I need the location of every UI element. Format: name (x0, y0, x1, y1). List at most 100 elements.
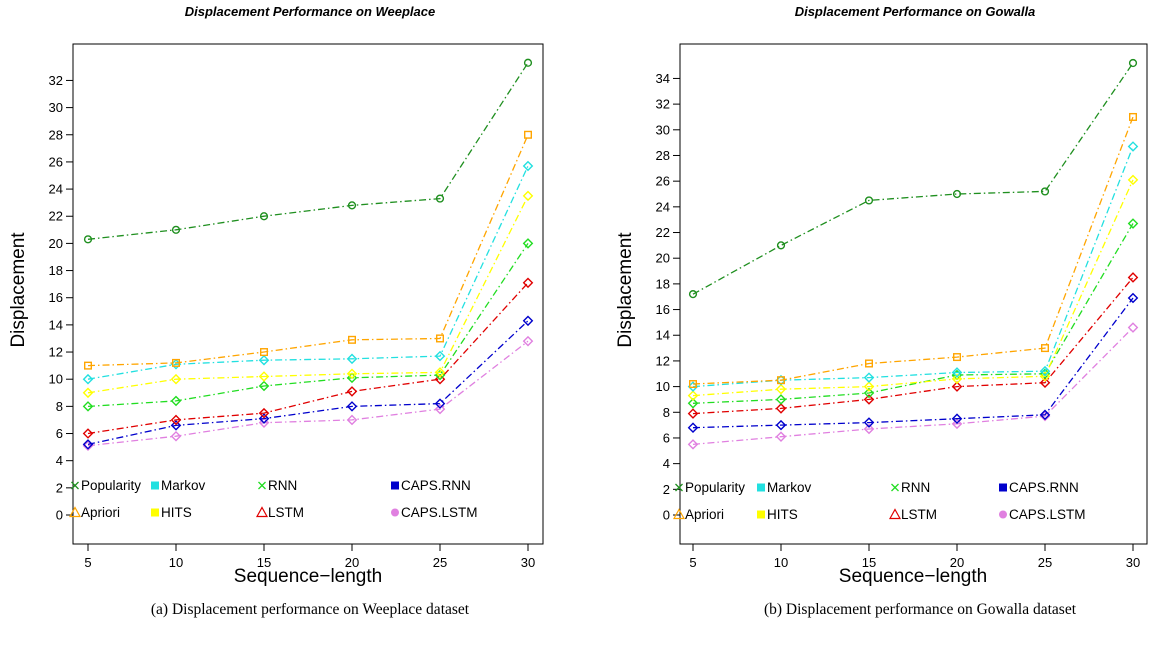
gowalla-figure-caption: (b) Displacement performance on Gowalla … (764, 601, 1077, 618)
gowalla-y-tick-label: 14 (656, 328, 670, 343)
weeplace-point-apriori (83, 361, 92, 370)
gowalla-point-rnn (775, 394, 787, 405)
gowalla-y-tick-label: 16 (656, 302, 670, 317)
weeplace-point-popularity (259, 212, 269, 221)
weeplace-point-caps-rnn (346, 401, 358, 412)
gowalla-point-caps-rnn (863, 417, 875, 428)
weeplace-point-hits (82, 387, 94, 399)
weeplace-point-caps-rnn (258, 413, 270, 424)
weeplace-point-rnn (522, 238, 534, 249)
weeplace-legend-swatch-popularity (71, 481, 79, 490)
gowalla-point-caps-lstm (687, 439, 699, 450)
weeplace-chart-title: Displacement Performance on Weeplace (185, 4, 435, 19)
gowalla-point-rnn (1127, 218, 1139, 229)
weeplace-legend-swatch-apriori (68, 506, 82, 518)
weeplace-point-markov (522, 160, 534, 172)
gowalla-series-line-popularity (692, 62, 1134, 295)
weeplace-series-line-popularity (87, 62, 529, 240)
gowalla-x-tick-label: 30 (1126, 555, 1140, 570)
weeplace-legend-swatch-markov (151, 481, 159, 490)
weeplace-point-hits (346, 368, 358, 380)
gowalla-point-hits (687, 390, 699, 401)
gowalla-point-apriori (1128, 112, 1137, 121)
weeplace-chart-panel: Displacement Performance on Weeplace0246… (8, 4, 544, 618)
gowalla-y-tick-label: 32 (656, 97, 670, 112)
weeplace-point-caps-lstm (346, 414, 358, 426)
gowalla-point-markov (1039, 365, 1051, 377)
weeplace-legend-swatch-rnn (258, 481, 266, 490)
weeplace-point-markov (346, 353, 358, 365)
gowalla-point-hits (951, 373, 963, 385)
gowalla-y-tick-label: 24 (656, 199, 670, 214)
gowalla-y-tick-label: 30 (656, 122, 670, 137)
gowalla-point-popularity (776, 241, 786, 250)
gowalla-legend-label-caps-rnn: CAPS.RNN (1009, 480, 1079, 495)
gowalla-point-markov (863, 372, 875, 383)
weeplace-x-tick-label: 30 (521, 555, 535, 570)
gowalla-point-lstm (1127, 272, 1139, 283)
gowalla-point-popularity (864, 196, 874, 205)
gowalla-y-tick-label: 4 (663, 456, 670, 471)
weeplace-x-tick-label: 20 (345, 555, 359, 570)
gowalla-y-tick-label: 22 (656, 225, 670, 240)
gowalla-legend-label-lstm: LSTM (901, 507, 937, 522)
weeplace-point-lstm (522, 277, 534, 289)
gowalla-series-line-markov (692, 146, 1134, 388)
gowalla-point-caps-rnn (1127, 292, 1139, 304)
gowalla-legend-swatch-lstm (888, 508, 902, 520)
weeplace-point-rnn (170, 395, 182, 407)
gowalla-series-line-caps-rnn (692, 297, 1134, 429)
weeplace-x-axis-label: Sequence−length (234, 566, 382, 587)
gowalla-point-lstm (1039, 377, 1051, 389)
weeplace-y-tick-label: 2 (56, 480, 63, 495)
gowalla-series-line-hits (692, 179, 1134, 397)
gowalla-point-markov (1127, 141, 1139, 152)
gowalla-point-popularity (1128, 58, 1138, 68)
weeplace-y-tick-label: 22 (49, 209, 63, 224)
gowalla-y-tick-label: 12 (656, 353, 670, 368)
weeplace-plot-frame (72, 43, 544, 545)
gowalla-point-hits (775, 383, 787, 395)
weeplace-point-lstm (170, 414, 182, 426)
weeplace-point-hits (434, 367, 446, 378)
gowalla-y-tick-label: 20 (656, 251, 670, 266)
weeplace-y-tick-label: 26 (49, 154, 63, 169)
gowalla-legend-swatch-popularity (675, 483, 683, 492)
gowalla-y-tick-label: 28 (656, 148, 670, 163)
gowalla-y-tick-label: 26 (656, 174, 670, 189)
weeplace-x-tick-label: 25 (433, 555, 447, 570)
weeplace-series-line-hits (87, 195, 529, 394)
gowalla-point-markov (951, 367, 963, 378)
weeplace-point-hits (258, 371, 270, 382)
weeplace-legend-swatch-caps-lstm (391, 508, 399, 517)
weeplace-y-tick-label: 8 (56, 399, 63, 414)
gowalla-point-caps-lstm (863, 423, 875, 435)
gowalla-y-tick-label: 6 (663, 430, 670, 445)
weeplace-point-caps-lstm (258, 417, 270, 428)
gowalla-point-popularity (952, 189, 962, 199)
gowalla-plot-frame (679, 43, 1148, 545)
weeplace-legend-label-lstm: LSTM (268, 505, 304, 520)
weeplace-legend-swatch-caps-rnn (391, 481, 399, 490)
gowalla-y-tick-label: 18 (656, 276, 670, 291)
weeplace-legend-label-markov: Markov (161, 478, 206, 493)
weeplace-point-lstm (258, 407, 270, 419)
gowalla-legend-label-rnn: RNN (901, 480, 930, 495)
weeplace-point-lstm (434, 373, 446, 385)
weeplace-point-popularity (347, 201, 357, 210)
weeplace-legend-label-hits: HITS (161, 505, 192, 520)
gowalla-x-tick-label: 10 (774, 555, 788, 570)
weeplace-point-hits (522, 190, 534, 202)
weeplace-point-caps-rnn (522, 315, 534, 327)
weeplace-legend-label-apriori: Apriori (81, 505, 120, 520)
weeplace-x-tick-label: 10 (169, 555, 183, 570)
gowalla-point-apriori (865, 359, 874, 368)
gowalla-series-line-rnn (692, 223, 1134, 404)
gowalla-point-caps-lstm (775, 431, 787, 442)
weeplace-legend-label-rnn: RNN (268, 478, 297, 493)
gowalla-y-tick-label: 0 (663, 508, 670, 523)
weeplace-point-rnn (258, 380, 270, 392)
gowalla-y-tick-label: 34 (656, 71, 670, 86)
weeplace-x-tick-label: 5 (84, 555, 91, 570)
weeplace-legend-swatch-hits (151, 508, 159, 517)
